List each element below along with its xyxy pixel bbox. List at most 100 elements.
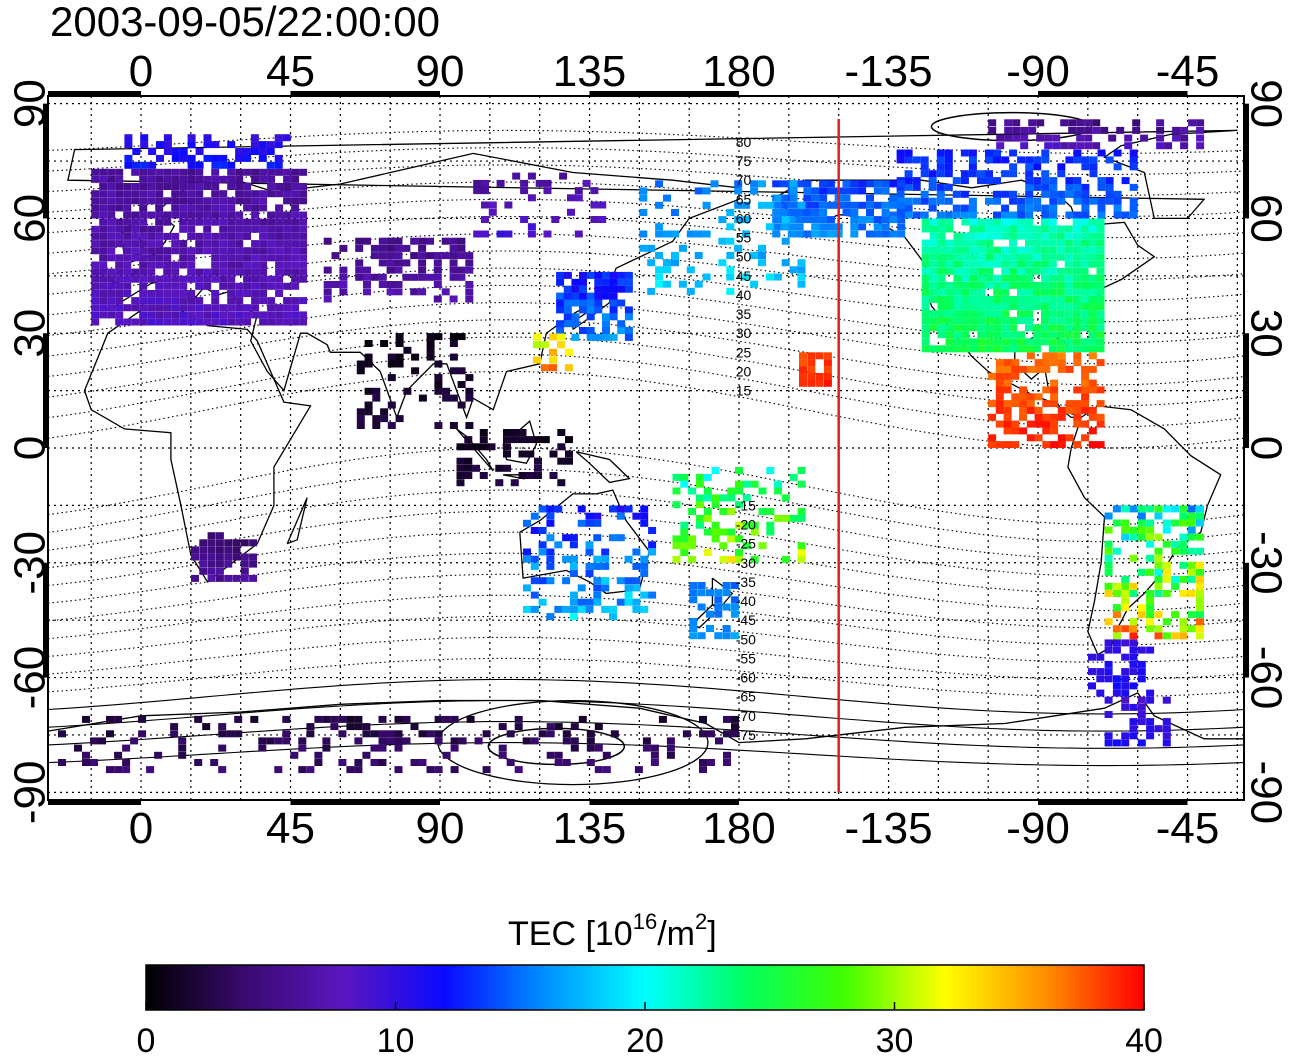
tec-cell (538, 730, 547, 738)
tec-cell (187, 261, 196, 269)
tec-cell (686, 287, 695, 295)
tec-cell (811, 201, 820, 209)
tec-cell (609, 313, 618, 321)
tec-cell (433, 281, 442, 288)
tec-cell (394, 730, 403, 738)
tec-cell (787, 201, 796, 209)
tec-cell (1072, 310, 1081, 318)
tec-cell (1162, 618, 1171, 626)
tec-cell (546, 534, 555, 542)
tec-cell (331, 281, 340, 288)
tec-cell (961, 253, 970, 261)
tec-cell (449, 273, 458, 281)
tec-cell (655, 273, 664, 281)
tec-cell (170, 723, 179, 731)
tec-cell (1017, 211, 1026, 219)
tec-cell (1180, 142, 1189, 150)
tec-cell (1009, 225, 1018, 233)
tec-cell (593, 577, 602, 585)
tec-cell (985, 253, 994, 261)
tec-cell (765, 273, 774, 281)
tec-cell (719, 555, 728, 563)
tec-cell (1065, 400, 1074, 408)
tec-cell (1025, 324, 1033, 332)
tec-cell (187, 304, 196, 312)
tec-cell (147, 183, 156, 190)
frame-bar-right-2 (1243, 562, 1249, 678)
tec-cell (139, 183, 148, 190)
left-tick-30: 30 (6, 309, 55, 358)
tec-cell (267, 247, 276, 255)
tec-cell (1104, 526, 1113, 534)
tec-cell (1056, 331, 1065, 339)
tec-cell (1056, 232, 1065, 240)
tec-cell (988, 119, 997, 127)
tec-cell (546, 562, 555, 570)
tec-cell (1044, 142, 1053, 150)
tec-cell (1048, 232, 1057, 240)
tec-cell (961, 218, 970, 226)
tec-cell (243, 190, 252, 198)
tec-cell (557, 429, 566, 436)
tec-cell (99, 225, 108, 233)
tec-cell (115, 254, 124, 262)
tec-cell (897, 223, 906, 231)
tec-cell (678, 280, 687, 288)
tec-cell (680, 535, 689, 543)
tec-cell (211, 211, 220, 219)
tec-cell (534, 436, 542, 444)
tec-cell (1025, 170, 1034, 178)
tec-cell (1171, 575, 1180, 583)
tec-cell (952, 190, 961, 198)
tec-cell (557, 333, 565, 341)
tec-cell (243, 304, 252, 312)
tec-cell (227, 318, 236, 326)
tec-cell (639, 244, 648, 252)
tec-cell (433, 252, 442, 260)
tec-cell (123, 240, 132, 248)
tec-cell (523, 584, 531, 592)
tec-cell (1092, 126, 1101, 134)
tec-cell (211, 275, 220, 283)
tec-cell (534, 457, 542, 465)
tec-cell (968, 149, 977, 157)
tec-cell (912, 197, 921, 205)
tec-cell (937, 296, 946, 303)
tec-cell (533, 333, 541, 341)
tec-cell (929, 281, 938, 289)
tec-cell (1088, 653, 1096, 661)
tec-cell (171, 240, 180, 248)
tec-cell (211, 261, 220, 269)
tec-cell (362, 723, 371, 731)
tec-cell (227, 247, 236, 255)
tec-cell (961, 331, 970, 339)
tec-cell (258, 154, 267, 162)
tec-cell (155, 290, 164, 297)
tec-cell (147, 240, 156, 248)
tec-cell (850, 180, 859, 188)
tec-cell (1179, 618, 1188, 626)
tec-cell (562, 534, 571, 542)
tec-cell (538, 598, 547, 606)
tec-cell (1146, 554, 1155, 562)
tec-cell (598, 201, 607, 209)
tec-cell (1081, 406, 1090, 414)
tec-cell (123, 282, 132, 290)
tec-cell (179, 197, 188, 205)
tec-cell (179, 175, 188, 183)
tec-cell (171, 211, 180, 219)
tec-cell (171, 261, 180, 269)
tec-cell (1129, 668, 1138, 676)
tec-cell (243, 225, 252, 233)
tec-cell (953, 317, 962, 325)
tec-cell (1129, 646, 1138, 654)
tec-cell (1104, 590, 1113, 597)
tec-cell (1032, 303, 1041, 310)
tec-cell (171, 304, 180, 312)
tec-cell (251, 204, 260, 212)
contour-label-55: 55 (736, 230, 752, 246)
tec-cell (1033, 183, 1042, 191)
tec-cell (929, 225, 938, 233)
tec-cell (797, 514, 806, 522)
